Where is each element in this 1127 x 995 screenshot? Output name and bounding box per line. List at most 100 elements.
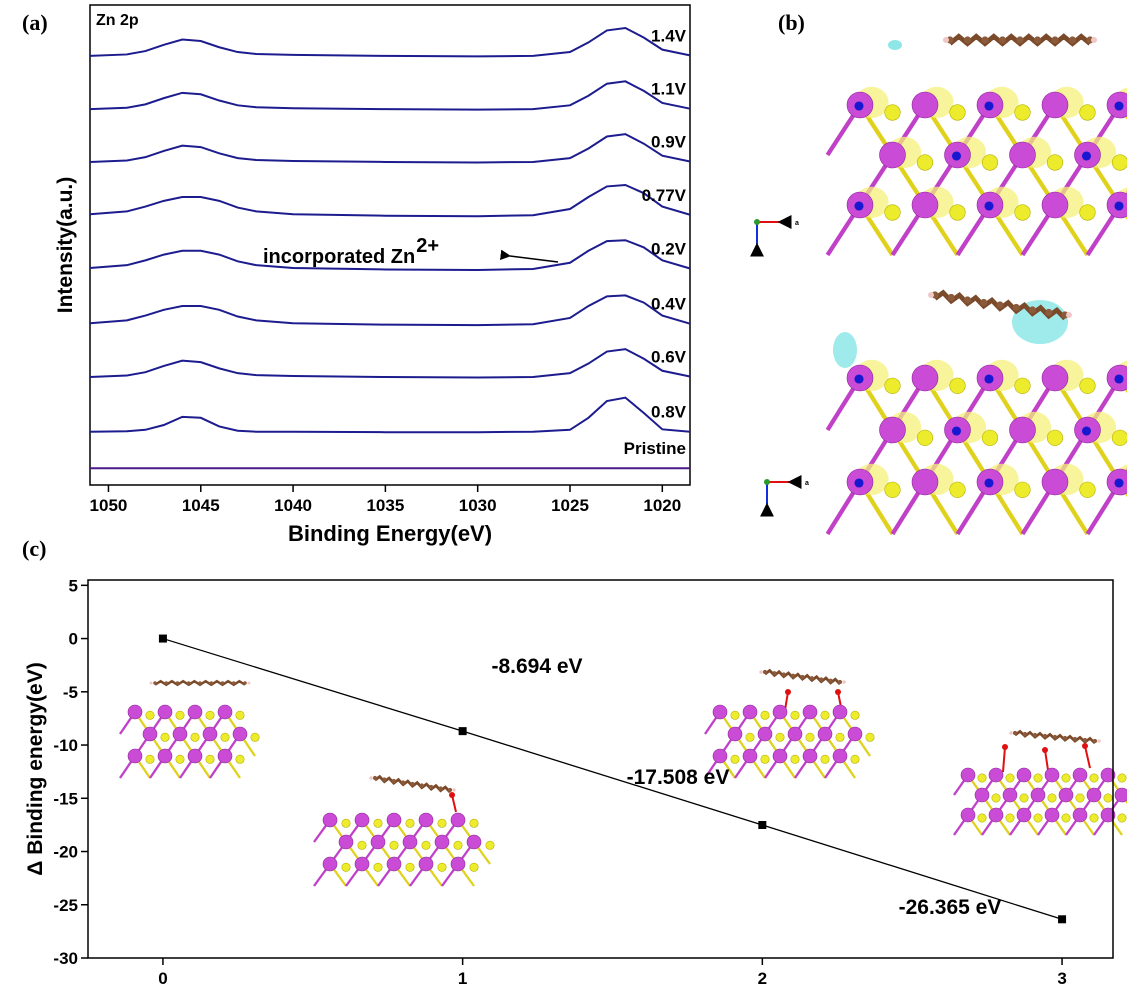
atom-s <box>1015 378 1031 394</box>
atom-s <box>470 819 478 827</box>
atom-s <box>161 733 169 741</box>
atom-s <box>390 841 398 849</box>
y-tick-label: 5 <box>69 576 78 595</box>
x-tick-label: 1 <box>458 969 467 988</box>
atom-s <box>1006 774 1014 782</box>
atom-metal <box>451 813 465 827</box>
atom-s <box>1104 794 1112 802</box>
atom-s <box>1015 105 1031 121</box>
series-label: 0.8V <box>651 403 687 422</box>
crystal-structure <box>828 87 1127 255</box>
atom-c <box>791 674 795 678</box>
atom-c <box>1033 733 1037 737</box>
atom-metal <box>355 857 369 871</box>
atom-s <box>438 863 446 871</box>
atom-c <box>1083 738 1087 742</box>
atom-s <box>851 755 859 763</box>
x-tick-label: 1025 <box>551 496 589 515</box>
atom-metal <box>833 705 847 719</box>
atom-c <box>164 681 168 685</box>
y-axis-label: Δ Binding energy(eV) <box>24 662 47 875</box>
atom-c <box>410 782 414 786</box>
atom-h <box>150 682 153 685</box>
atom-c <box>1045 309 1052 316</box>
atom-metal <box>743 705 757 719</box>
axis-origin <box>764 479 770 485</box>
atom-h <box>842 680 846 684</box>
x-axis-label: Binding Energy(eV) <box>288 521 492 546</box>
atom-s <box>950 105 966 121</box>
atom-metal <box>912 469 938 495</box>
atom-c <box>1043 734 1047 738</box>
atom-c <box>996 301 1003 308</box>
atom-metal <box>1045 768 1059 782</box>
crystal-structure <box>954 768 1127 835</box>
x-tick-label: 0 <box>158 969 167 988</box>
atom-c <box>373 776 377 780</box>
atom-c <box>153 681 157 685</box>
molecule <box>943 36 1097 43</box>
atom-metal <box>218 749 232 763</box>
atom-c <box>382 777 386 781</box>
atom-metal <box>173 727 187 741</box>
atom-metal <box>773 705 787 719</box>
atom-s <box>486 841 494 849</box>
atom-s <box>791 711 799 719</box>
atom-c <box>981 36 988 43</box>
atom-s <box>992 794 1000 802</box>
atom-c <box>1093 739 1097 743</box>
o-bridge <box>1085 746 1090 768</box>
atom-c <box>187 681 191 685</box>
value-label: -26.365 eV <box>899 896 1002 919</box>
atom-c <box>819 677 823 681</box>
atom-s <box>806 733 814 741</box>
atom-c <box>980 299 987 306</box>
axis-origin <box>754 219 760 225</box>
molecule <box>759 670 846 684</box>
atom-s <box>1034 814 1042 822</box>
atom-metal <box>728 727 742 741</box>
atom-s <box>950 378 966 394</box>
atom-c <box>838 680 842 684</box>
atom-metal <box>1042 192 1068 218</box>
atom-metal <box>880 417 906 443</box>
atom-metal <box>912 365 938 391</box>
atom-o <box>1002 744 1008 750</box>
data-point <box>1058 915 1066 923</box>
y-tick-label: -30 <box>53 949 78 968</box>
atom-s <box>1015 482 1031 498</box>
atom-metal <box>1031 788 1045 802</box>
value-label: -8.694 eV <box>491 655 582 678</box>
atom-h <box>928 292 934 298</box>
atom-s <box>176 711 184 719</box>
atom-s <box>761 711 769 719</box>
atom-c <box>810 676 814 680</box>
atom-zn <box>1082 151 1091 160</box>
atom-c <box>439 786 443 790</box>
x-tick-label: 2 <box>758 969 767 988</box>
atom-metal <box>1073 768 1087 782</box>
atom-metal <box>451 857 465 871</box>
atom-s <box>885 378 901 394</box>
atom-c <box>782 672 786 676</box>
atom-c <box>772 671 776 675</box>
atom-h <box>943 37 949 43</box>
atom-s <box>1020 794 1028 802</box>
x-tick-label: 1040 <box>274 496 312 515</box>
atom-s <box>731 711 739 719</box>
atom-metal <box>989 768 1003 782</box>
atom-metal <box>233 727 247 741</box>
series-label: 0.9V <box>651 132 687 151</box>
atom-zn <box>854 101 863 110</box>
atom-o <box>449 792 455 798</box>
atom-s <box>761 755 769 763</box>
y-tick-label: -10 <box>53 736 78 755</box>
data-line <box>90 134 690 162</box>
atom-metal <box>803 749 817 763</box>
atom-s <box>1047 155 1063 171</box>
atom-s <box>206 755 214 763</box>
y-axis-label: Intensity(a.u.) <box>54 177 77 314</box>
atom-s <box>982 430 998 446</box>
panel-label: (c) <box>22 536 46 561</box>
atom-c <box>800 675 804 679</box>
